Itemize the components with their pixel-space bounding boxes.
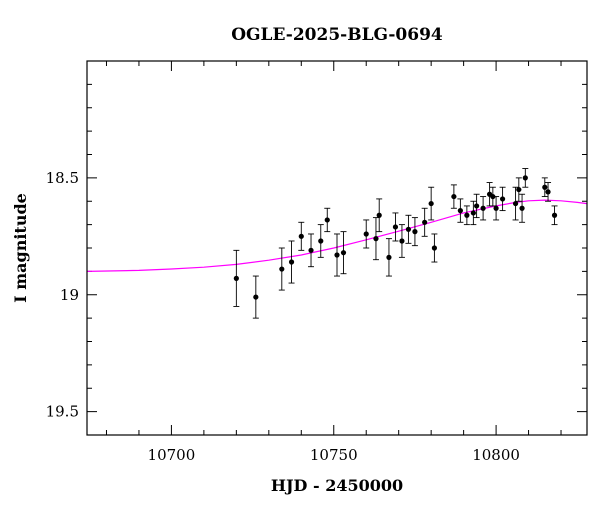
data-point (545, 189, 551, 195)
data-point (490, 193, 496, 200)
model-curve (86, 199, 588, 272)
axis-ticks (87, 60, 587, 436)
data-point (233, 275, 239, 281)
data-point (288, 259, 295, 265)
x-tick-label: 10700 (148, 446, 196, 464)
x-tick-label: 10750 (310, 446, 358, 464)
data-point (363, 231, 369, 237)
y-tick-label: 18.5 (46, 169, 79, 187)
data-point (422, 219, 428, 225)
x-tick-labels: 10700 10750 10800 (148, 446, 520, 464)
data-point (464, 212, 470, 218)
x-axis-label: HJD - 2450000 (271, 476, 403, 495)
data-point (431, 245, 438, 251)
data-point (334, 252, 340, 258)
plot-frame (86, 60, 588, 436)
data-point (386, 254, 392, 260)
data-point (373, 236, 379, 242)
data-point (298, 233, 304, 239)
y-tick-labels: 18.5 19 19.5 (46, 169, 79, 421)
data-point (542, 184, 548, 190)
data-point (405, 226, 412, 232)
data-point (516, 186, 522, 193)
data-point (551, 212, 558, 218)
data-point (376, 212, 382, 218)
data-point (399, 238, 405, 244)
y-tick-label: 19.5 (46, 403, 79, 421)
y-axis-label: I magnitude (11, 193, 30, 303)
data-point (519, 205, 525, 211)
x-tick-label: 10800 (472, 446, 520, 464)
data-point (451, 193, 457, 200)
data-point (392, 224, 399, 230)
data-point (493, 205, 499, 211)
data-point (499, 196, 506, 202)
data-point (253, 294, 259, 300)
data-point (457, 208, 463, 214)
y-tick-label: 19 (60, 286, 79, 304)
data-point (412, 229, 418, 235)
data-point (512, 200, 519, 207)
data-point (324, 217, 330, 223)
data-point (480, 205, 486, 211)
data-points (233, 168, 558, 319)
chart-title: OGLE-2025-BLG-0694 (231, 25, 443, 45)
data-point (474, 203, 480, 209)
data-point (428, 200, 434, 207)
data-point (522, 175, 528, 181)
data-point (279, 266, 285, 272)
data-point (318, 238, 324, 244)
data-point (308, 247, 314, 253)
data-point (470, 210, 476, 216)
data-point (340, 250, 347, 256)
